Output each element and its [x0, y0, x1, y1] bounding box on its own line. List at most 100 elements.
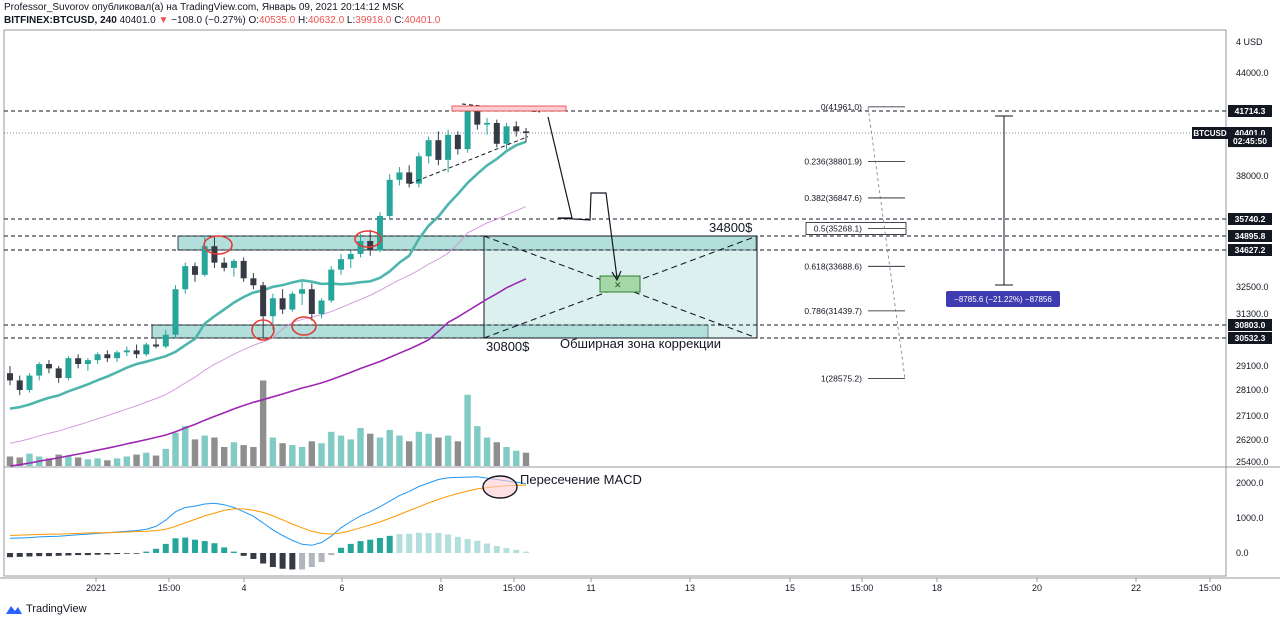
support-annotation: 30800$: [486, 339, 530, 354]
price-axis-label: 41714.3: [1235, 106, 1266, 116]
volume-bar: [6, 456, 14, 466]
volume-bar: [152, 455, 160, 466]
candle-body: [260, 285, 267, 317]
macd-histogram-bar: [36, 553, 43, 557]
candle-body: [36, 364, 43, 376]
macd-histogram-bar: [162, 543, 169, 553]
candle-body: [16, 380, 23, 390]
tradingview-logo-icon: [6, 606, 22, 614]
macd-histogram-bar: [143, 551, 150, 553]
volume-bar: [220, 447, 228, 466]
volume-bar: [55, 454, 62, 466]
macd-tick-label: 0.0: [1236, 548, 1249, 558]
macd-histogram-bar: [289, 553, 296, 570]
close-value: 40401.0: [404, 15, 441, 26]
open-value: 40535.0: [259, 15, 296, 26]
volume-bar: [405, 441, 413, 466]
price-axis-tag: [1228, 332, 1272, 344]
forecast-path: [547, 116, 618, 279]
macd-histogram-bar: [211, 543, 218, 553]
y-tick-label: 29100.0: [1236, 361, 1269, 371]
top-marker: [451, 105, 567, 112]
volume-bar: [483, 437, 491, 466]
fib-level-label: 1(28575.2): [821, 374, 862, 384]
volume-bar: [367, 433, 374, 466]
candle-body: [289, 293, 296, 310]
macd-cross-circle: [482, 475, 518, 499]
candle-body: [435, 140, 442, 160]
volume-bar: [143, 452, 150, 466]
price-axis-label: 30803.0: [1235, 320, 1266, 330]
candle-body: [367, 240, 374, 251]
volume-bar: [347, 439, 354, 466]
candle-body: [45, 364, 52, 369]
candle-body: [513, 126, 520, 132]
candle-body: [7, 373, 13, 381]
macd-tick-label: 2000.0: [1236, 478, 1264, 488]
volume-bar: [454, 441, 462, 466]
candle-body: [240, 260, 247, 279]
change-arrow-icon: ▼: [158, 15, 169, 26]
target-box-icon: ✕: [614, 280, 622, 290]
fib-level-label: 0.618(33688.6): [804, 261, 862, 271]
y-tick-label: 38000.0: [1236, 171, 1269, 181]
candle-body: [191, 266, 198, 275]
fib-level-label: 0.382(36847.6): [804, 193, 862, 203]
candle-body: [357, 240, 364, 254]
target-box: [599, 275, 641, 293]
candle-body: [425, 140, 432, 157]
candle-body: [523, 131, 529, 134]
macd-histogram-bar: [172, 538, 179, 553]
price-axis-label: 34895.8: [1235, 231, 1266, 241]
x-tick-label: 13: [685, 583, 695, 593]
candle-body: [75, 358, 82, 365]
volume-bar: [425, 433, 432, 466]
symbol-label[interactable]: BITFINEX:BTCUSD, 240: [4, 15, 117, 26]
volume-bar: [65, 455, 72, 466]
volume-bar: [123, 456, 131, 466]
volume-bar: [45, 458, 53, 466]
volume-bar: [104, 460, 111, 466]
volume-bar: [133, 454, 140, 466]
volume-bar: [289, 445, 296, 466]
candle-body: [474, 111, 481, 125]
macd-histogram-bar: [182, 537, 189, 553]
y-tick-label: 27100.0: [1236, 411, 1269, 421]
candle-body: [172, 289, 179, 335]
candle-body: [123, 350, 130, 353]
candle-body: [406, 172, 413, 184]
trendline-lower: [409, 136, 529, 185]
fib-level-label: 0(41961.0): [821, 102, 862, 112]
macd-line: [9, 476, 527, 546]
chart-publisher-line: Professor_Suvorov опубликовал(а) на Trad…: [4, 2, 404, 13]
macd-histogram-bar: [386, 535, 393, 553]
y-tick-label: 32500.0: [1236, 282, 1269, 292]
macd-histogram-bar: [415, 532, 422, 553]
volume-bar: [415, 431, 423, 466]
x-tick-label: 11: [586, 583, 595, 593]
macd-annotation: Пересечение MACD: [520, 472, 642, 487]
macd-histogram-bar: [153, 548, 160, 553]
volume-bar: [211, 437, 218, 466]
macd-histogram-bar: [123, 553, 130, 554]
price-axis-label: 40401.0: [1235, 128, 1266, 138]
price-axis-tag: [1228, 135, 1272, 148]
volume-bar: [16, 457, 23, 466]
tradingview-watermark: TradingView: [6, 603, 87, 615]
candle-body: [26, 375, 33, 390]
candle-body: [182, 266, 189, 290]
macd-histogram-bar: [445, 534, 452, 553]
price-axis-tag: [1228, 244, 1272, 256]
macd-histogram-bar: [503, 548, 510, 553]
moving-average-fast: [9, 140, 527, 410]
x-tick-label: 4: [241, 583, 246, 593]
macd-histogram-bar: [250, 553, 257, 559]
x-tick-label: 8: [438, 583, 443, 593]
macd-histogram-bar: [435, 533, 442, 553]
x-tick-label: 15:00: [503, 583, 526, 593]
macd-histogram-bar: [338, 547, 345, 553]
symbol-tag-label: BTCUSD: [1193, 129, 1227, 138]
candle-body: [503, 126, 510, 144]
highlight-circle: [251, 319, 275, 341]
